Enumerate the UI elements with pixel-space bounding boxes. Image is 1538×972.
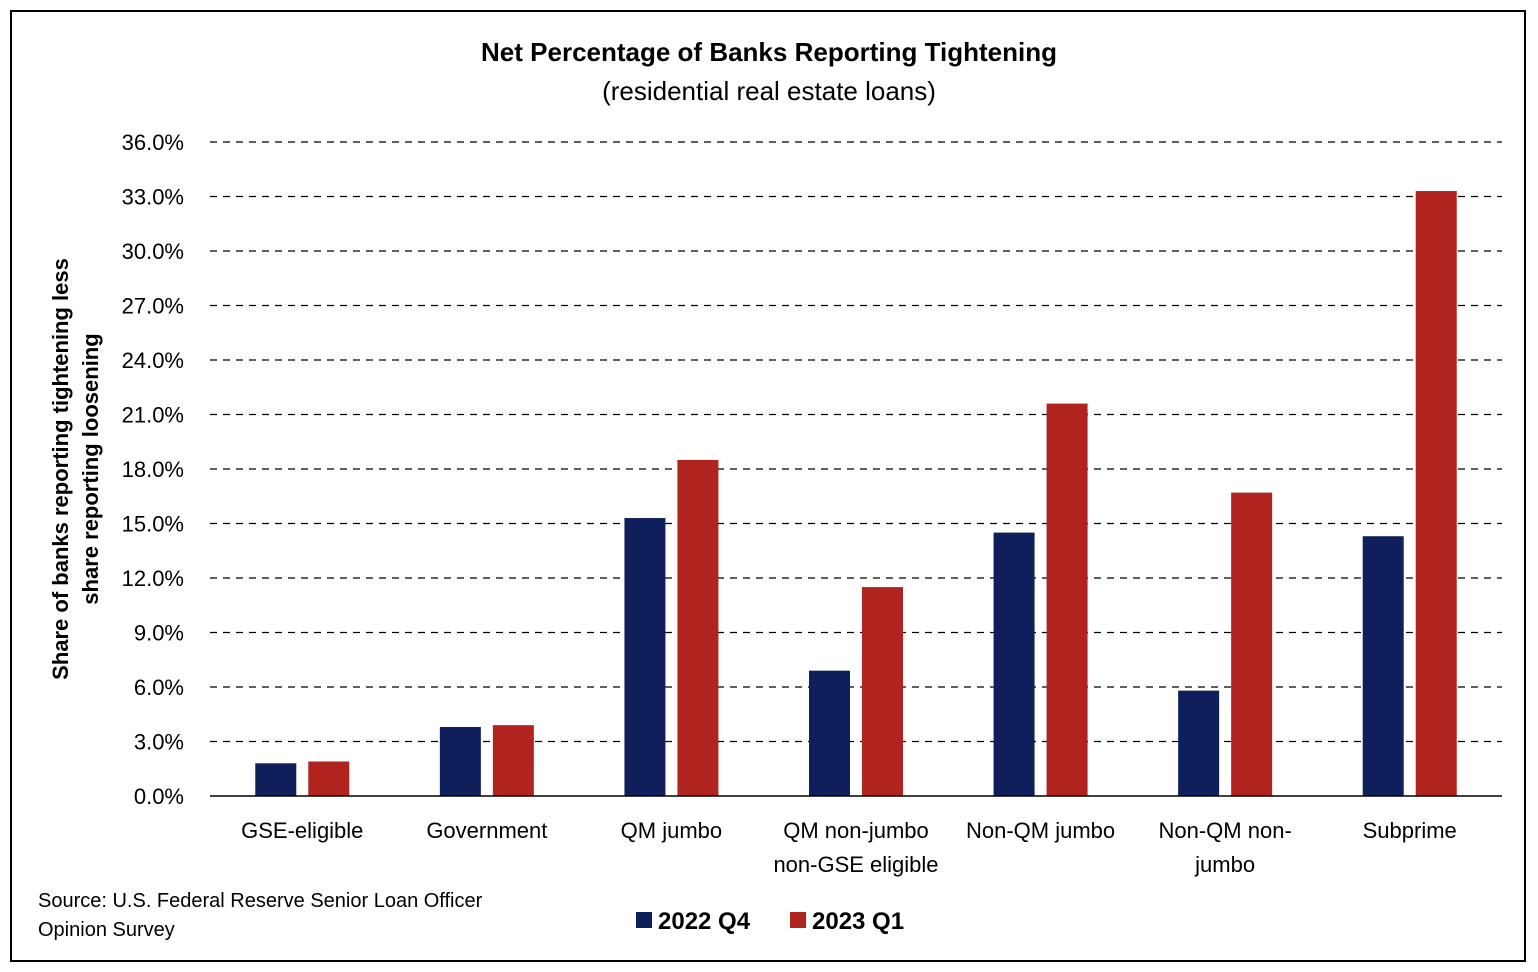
legend: 2022 Q4 2023 Q1 — [636, 908, 904, 935]
y-tick-label: 24.0% — [122, 348, 184, 373]
bar-2022-q4 — [809, 670, 850, 796]
x-category-label: Subprime — [1363, 818, 1457, 843]
bar-2023-q1 — [677, 459, 719, 796]
y-tick-label: 27.0% — [122, 294, 184, 319]
bar-2022-q4 — [255, 763, 297, 796]
bar-2022-q4 — [624, 518, 666, 796]
bar-2023-q1 — [308, 761, 350, 796]
legend-swatch-2022-q4 — [636, 912, 652, 928]
bar-2022-q4 — [1362, 536, 1404, 796]
x-category-label: jumbo — [1194, 852, 1255, 877]
y-axis-ticks: 0.0% 3.0% 6.0% 9.0% 12.0% 15.0% 18.0% 21.0% 24.0… — [122, 130, 184, 809]
gridlines — [210, 141, 1502, 743]
x-category-label: GSE-eligible — [241, 818, 363, 843]
x-category-label: Government — [426, 818, 547, 843]
x-category-label: Non-QM jumbo — [966, 818, 1115, 843]
bars — [255, 191, 1457, 797]
source-note-line-1: Source: U.S. Federal Reserve Senior Loan… — [38, 890, 483, 912]
bar-2022-q4 — [439, 726, 481, 796]
legend-label-2022-q4: 2022 Q4 — [658, 908, 751, 935]
bar-2023-q1 — [1415, 191, 1457, 797]
y-tick-label: 30.0% — [122, 239, 184, 264]
y-tick-label: 18.0% — [122, 457, 184, 482]
y-axis-label-line-1: Share of banks reporting tightening less — [48, 258, 73, 680]
chart-subtitle: (residential real estate loans) — [602, 76, 936, 106]
bar-2023-q1 — [862, 587, 903, 796]
bar-2023-q1 — [1231, 492, 1273, 796]
bar-2022-q4 — [993, 532, 1035, 796]
bar-2023-q1 — [1046, 403, 1088, 796]
chart-frame — [10, 10, 1526, 962]
y-tick-label: 12.0% — [122, 566, 184, 591]
y-tick-label: 3.0% — [134, 730, 184, 755]
source-note-line-2: Opinion Survey — [38, 919, 175, 941]
y-tick-label: 6.0% — [134, 675, 184, 700]
legend-swatch-2023-q1 — [790, 912, 806, 928]
y-axis-label-line-2: share reporting loosening — [78, 333, 103, 604]
y-tick-label: 15.0% — [122, 512, 184, 537]
bar-2022-q4 — [1178, 690, 1220, 796]
x-category-label: Non-QM non- — [1159, 818, 1292, 843]
y-tick-label: 0.0% — [134, 784, 184, 809]
x-category-label: non-GSE eligible — [773, 852, 938, 877]
chart-title: Net Percentage of Banks Reporting Tighte… — [481, 37, 1057, 67]
legend-label-2023-q1: 2023 Q1 — [812, 908, 904, 935]
y-tick-label: 9.0% — [134, 621, 184, 646]
y-tick-label: 36.0% — [122, 130, 184, 155]
y-tick-label: 33.0% — [122, 185, 184, 210]
bar-2023-q1 — [492, 725, 534, 796]
x-category-label: QM non-jumbo — [783, 818, 929, 843]
y-tick-label: 21.0% — [122, 403, 184, 428]
x-axis-categories: GSE-eligible Government QM jumbo QM non-jum… — [241, 818, 1457, 877]
x-category-label: QM jumbo — [621, 818, 722, 843]
